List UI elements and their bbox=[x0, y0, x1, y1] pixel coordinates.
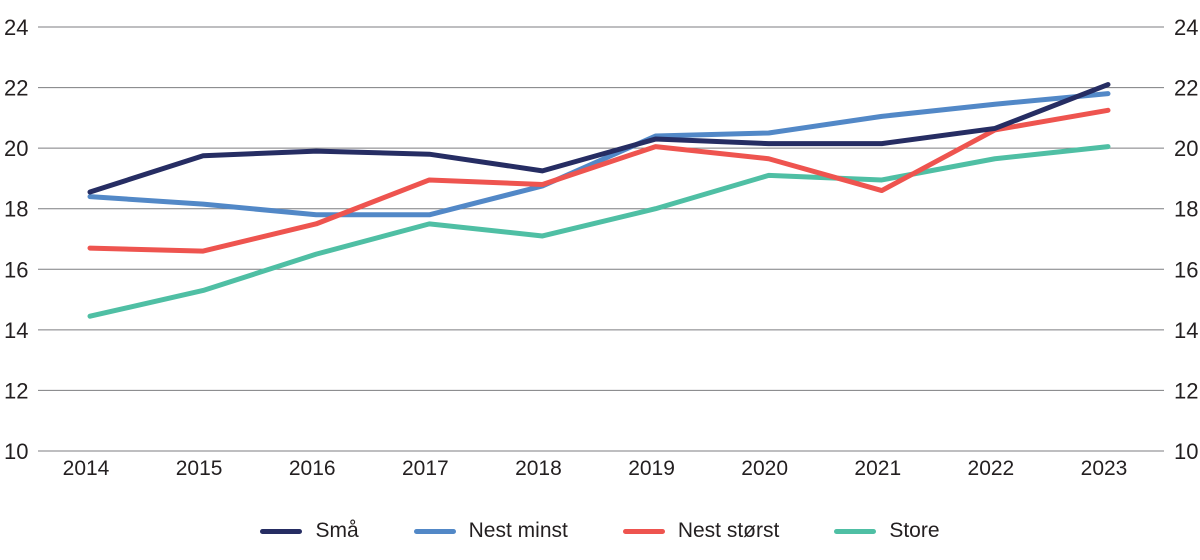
legend-item-nest-st-rst: Nest størst bbox=[622, 519, 780, 543]
x-axis-label: 2019 bbox=[628, 457, 675, 480]
y-axis-label-right: 22 bbox=[1174, 76, 1198, 101]
x-axis-label: 2014 bbox=[63, 457, 110, 480]
y-axis-label-right: 20 bbox=[1174, 136, 1198, 161]
legend-item-nest-minst: Nest minst bbox=[413, 519, 568, 543]
x-axis-label: 2016 bbox=[289, 457, 336, 480]
legend-swatch-nest-st-rst bbox=[622, 528, 665, 534]
y-axis-label-left: 22 bbox=[4, 76, 28, 101]
series-line-store bbox=[87, 144, 1111, 319]
y-axis-label-left: 10 bbox=[4, 439, 28, 464]
legend-label-nest-st-rst: Nest størst bbox=[677, 519, 780, 542]
y-axis-label-right: 14 bbox=[1174, 318, 1198, 343]
legend-item-sm-: Små bbox=[260, 519, 359, 543]
legend: Små Nest minst Nest størst Store bbox=[0, 502, 1200, 560]
x-axis-label: 2015 bbox=[176, 457, 223, 480]
legend-swatch-sm- bbox=[260, 528, 303, 534]
x-axis-label: 2022 bbox=[968, 457, 1015, 480]
y-axis-label-right: 18 bbox=[1174, 197, 1198, 222]
y-axis-label-right: 10 bbox=[1174, 439, 1198, 464]
legend-swatch-nest-minst bbox=[413, 528, 456, 534]
y-axis-label-left: 18 bbox=[4, 197, 28, 222]
legend-label-sm-: Små bbox=[315, 519, 359, 542]
y-axis-label-right: 24 bbox=[1174, 15, 1198, 40]
x-axis-label: 2023 bbox=[1081, 457, 1128, 480]
y-axis-label-left: 24 bbox=[4, 15, 28, 40]
y-axis-label-left: 12 bbox=[4, 378, 28, 403]
legend-swatch-store bbox=[834, 528, 877, 534]
x-axis-label: 2020 bbox=[741, 457, 788, 480]
x-axis-label: 2021 bbox=[854, 457, 901, 480]
legend-item-store: Store bbox=[834, 519, 940, 543]
y-axis-label-left: 16 bbox=[4, 257, 28, 282]
series-line-nest-minst bbox=[87, 91, 1111, 218]
y-axis-label-left: 14 bbox=[4, 318, 28, 343]
y-axis-label-right: 16 bbox=[1174, 257, 1198, 282]
x-axis-label: 2017 bbox=[402, 457, 449, 480]
x-axis-label: 2018 bbox=[515, 457, 562, 480]
legend-label-store: Store bbox=[889, 519, 940, 542]
series-line-nest-st-rst bbox=[87, 107, 1111, 254]
legend-label-nest-minst: Nest minst bbox=[468, 519, 568, 542]
y-axis-label-right: 12 bbox=[1174, 378, 1198, 403]
y-axis-label-left: 20 bbox=[4, 136, 28, 161]
series-line-sm- bbox=[87, 82, 1111, 195]
